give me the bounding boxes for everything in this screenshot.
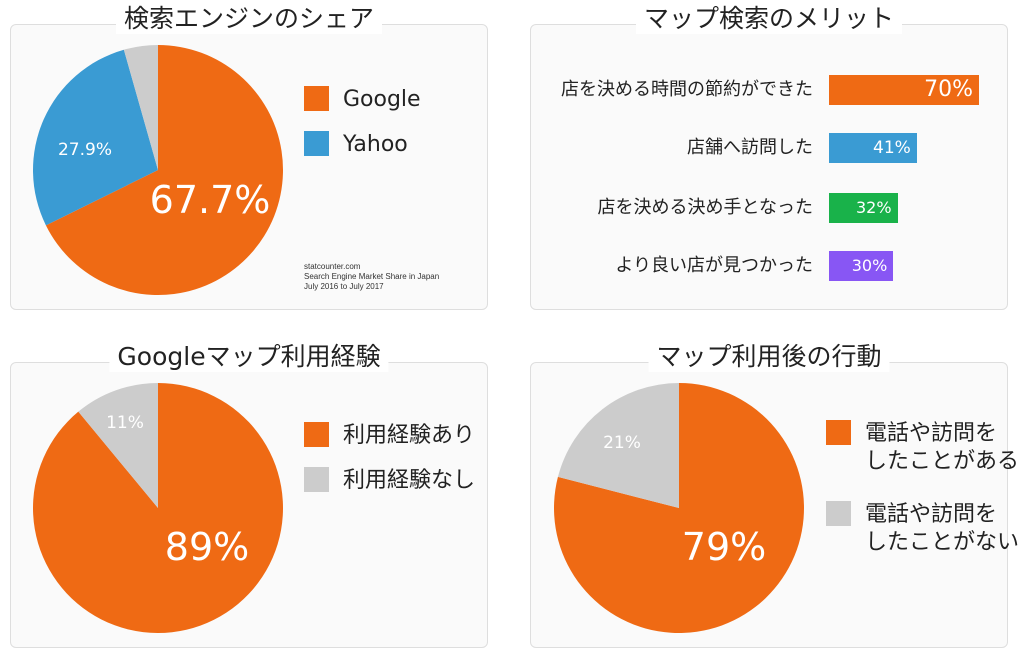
- map-action-slice-1: [557, 383, 679, 508]
- legend-label-yahoo: Yahoo: [343, 132, 408, 157]
- bar: 41%: [829, 133, 917, 163]
- map-merit-title: マップ検索のメリット: [635, 4, 903, 34]
- source-line-3: July 2016 to July 2017: [304, 282, 384, 291]
- bar: 32%: [829, 193, 898, 223]
- legend-swatch-contacted: [826, 420, 851, 445]
- legend-item-used: 利用経験あり: [304, 422, 475, 450]
- map-usage-slice-1: [78, 383, 158, 508]
- source-note: statcounter.com Search Engine Market Sha…: [304, 262, 439, 292]
- search-share-slice-2: [123, 45, 158, 170]
- legend-label-not-used: 利用経験なし: [343, 468, 476, 493]
- bar-category-label: 店を決める時間の節約ができた: [561, 79, 813, 100]
- legend-item-not-used: 利用経験なし: [304, 467, 475, 495]
- legend-label-not-contacted: 電話や訪問を したことがない: [865, 502, 1019, 555]
- bar-category-label: 店を決める決め手となった: [597, 197, 813, 218]
- bar-row: 店舗へ訪問した 41%: [0, 133, 1019, 163]
- search-share-data-label-0: 67.7%: [150, 178, 271, 222]
- legend-label-used: 利用経験あり: [343, 423, 476, 448]
- legend-label-google: Google: [343, 87, 421, 112]
- legend-swatch-used: [304, 422, 329, 447]
- map-usage-data-label-0: 89%: [165, 525, 249, 569]
- search-share-legend: Google Yahoo: [304, 86, 421, 159]
- legend-label-contacted: 電話や訪問を したことがある: [865, 421, 1019, 474]
- bar-row: 店を決める決め手となった 32%: [0, 193, 1019, 223]
- legend-item-contacted: 電話や訪問を したことがある: [826, 420, 1019, 476]
- search-share-slice-1: [33, 49, 159, 226]
- map-usage-data-label-1: 11%: [106, 413, 144, 433]
- legend-item-not-contacted: 電話や訪問を したことがない: [826, 501, 1019, 557]
- legend-swatch-google: [304, 86, 329, 111]
- bar-category-label: 店舗へ訪問した: [687, 137, 813, 158]
- bar-value-label: 30%: [851, 256, 888, 275]
- legend-swatch-not-contacted: [826, 501, 851, 526]
- legend-item-yahoo: Yahoo: [304, 131, 421, 159]
- bar-value-label: 32%: [856, 198, 892, 217]
- map-action-data-label-0: 79%: [682, 525, 766, 569]
- legend-swatch-yahoo: [304, 131, 329, 156]
- bar-value-label: 70%: [924, 77, 973, 102]
- map-usage-title: Googleマップ利用経験: [109, 342, 389, 372]
- source-line-2: Search Engine Market Share in Japan: [304, 272, 440, 281]
- search-share-title: 検索エンジンのシェア: [115, 4, 383, 34]
- bar: 70%: [829, 75, 979, 105]
- map-usage-legend: 利用経験あり 利用経験なし: [304, 422, 475, 495]
- bar-row: より良い店が見つかった 30%: [0, 251, 1019, 281]
- bar-row: 店を決める時間の節約ができた 70%: [0, 75, 1019, 105]
- source-line-1: statcounter.com: [304, 262, 361, 271]
- map-action-title: マップ利用後の行動: [648, 342, 890, 372]
- map-usage-slice-0: [33, 383, 284, 634]
- legend-swatch-not-used: [304, 467, 329, 492]
- bar-category-label: より良い店が見つかった: [615, 255, 813, 276]
- legend-item-google: Google: [304, 86, 421, 114]
- bar: 30%: [829, 251, 894, 281]
- map-action-slice-0: [554, 383, 805, 634]
- search-share-slice-0: [45, 45, 283, 295]
- bar-value-label: 41%: [873, 138, 911, 158]
- map-merit-panel: [530, 24, 1008, 310]
- map-action-legend: 電話や訪問を したことがある 電話や訪問を したことがない: [826, 420, 1019, 557]
- map-action-data-label-1: 21%: [603, 433, 641, 453]
- search-share-data-label-1: 27.9%: [58, 140, 112, 160]
